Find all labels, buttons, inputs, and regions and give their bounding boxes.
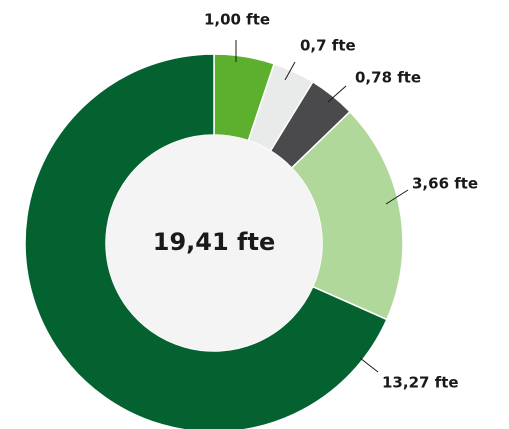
leader-line bbox=[284, 61, 296, 81]
leader-line bbox=[385, 189, 409, 205]
data-label: 13,27 fte bbox=[382, 374, 459, 392]
center-label: 19,41 fte bbox=[153, 228, 275, 256]
data-label: 0,7 fte bbox=[300, 37, 356, 55]
leader-line bbox=[327, 85, 347, 103]
data-label: 0,78 fte bbox=[355, 69, 421, 87]
leader-line bbox=[359, 357, 379, 373]
data-label: 1,00 fte bbox=[204, 11, 270, 29]
data-label: 3,66 fte bbox=[412, 175, 478, 193]
donut-hole bbox=[106, 135, 322, 351]
